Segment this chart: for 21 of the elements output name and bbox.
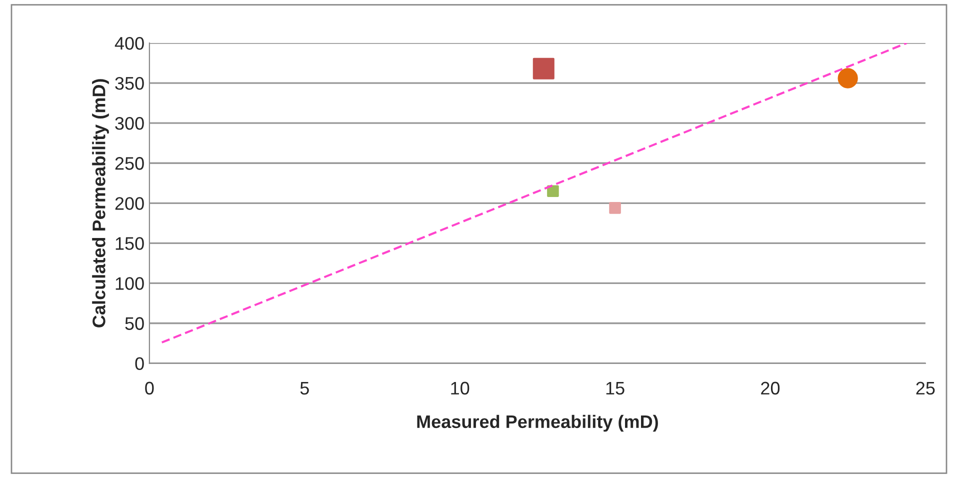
- y-tick-label: 250: [115, 157, 144, 170]
- x-tick-label: 15: [606, 382, 624, 395]
- x-tick-label: 0: [145, 382, 154, 395]
- x-tick-label: 10: [451, 382, 470, 395]
- x-axis-title: Measured Permeability (mD): [417, 414, 658, 432]
- point: [838, 68, 858, 88]
- y-tick-label: 50: [125, 317, 144, 330]
- point: [547, 185, 559, 198]
- y-tick-label: 100: [116, 277, 144, 290]
- y-tick-label: 0: [135, 357, 144, 370]
- x-tick-label: 20: [761, 382, 780, 395]
- y-tick-label: 400: [114, 36, 144, 50]
- point: [609, 202, 621, 214]
- y-tick-label: 300: [115, 117, 144, 130]
- x-tick-label: 25: [916, 382, 935, 395]
- x-tick-label: 5: [300, 382, 309, 395]
- point: [532, 58, 554, 80]
- y-axis-title: Calculated Permeability (mD): [92, 79, 109, 328]
- y-tick-label: 350: [115, 76, 144, 90]
- y-tick-label: 200: [115, 197, 144, 210]
- y-tick-label: 150: [116, 237, 144, 250]
